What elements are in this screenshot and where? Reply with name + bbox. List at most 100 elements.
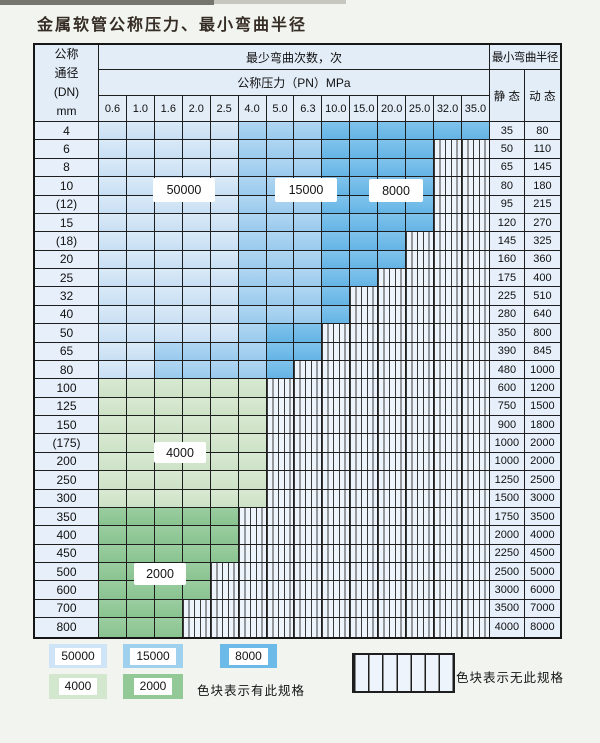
- no-spec-cell: [350, 563, 379, 582]
- scan-artifact-strip-light: [214, 0, 346, 4]
- no-spec-cell: [434, 195, 462, 214]
- no-spec-cell: [350, 287, 379, 306]
- spec-cell-g2: [154, 599, 183, 619]
- spec-cell-g1: [126, 379, 155, 398]
- dn-cell: (175): [35, 434, 99, 453]
- spec-cell-g1: [182, 397, 211, 416]
- no-spec-cell: [294, 544, 323, 563]
- no-spec-cell: [461, 416, 490, 435]
- spec-cell-b1: [154, 250, 183, 269]
- spec-cell-g2: [182, 507, 211, 527]
- spec-cell-b2: [266, 232, 295, 251]
- spec-cell-g1: [238, 471, 267, 490]
- dn-cell: (12): [35, 195, 99, 214]
- legend-label-8000: 8000: [229, 647, 268, 665]
- no-spec-cell: [378, 305, 407, 325]
- no-spec-cell: [378, 599, 407, 619]
- spec-cell-b1: [126, 158, 155, 178]
- spec-cell-b2: [294, 250, 323, 269]
- no-spec-cell: [182, 618, 211, 637]
- dynamic-radius-cell: 845: [524, 342, 560, 361]
- dn-cell: 4: [35, 122, 99, 141]
- spec-cell-g2: [126, 618, 155, 637]
- no-spec-cell: [378, 507, 407, 527]
- spec-cell-g2: [126, 599, 155, 619]
- no-spec-cell: [350, 360, 379, 380]
- no-spec-cell: [322, 397, 351, 416]
- no-spec-cell: [350, 618, 379, 637]
- no-spec-cell: [434, 213, 462, 233]
- spec-cell-b1: [126, 122, 155, 141]
- no-spec-cell: [210, 618, 239, 637]
- spec-cell-b2: [238, 122, 267, 141]
- dynamic-radius-cell: 4000: [524, 526, 560, 545]
- spec-cell-b3: [266, 324, 295, 343]
- legend-swatch-50000: 50000: [49, 644, 107, 668]
- no-spec-cell: [406, 544, 435, 563]
- spec-cell-b3: [378, 232, 407, 251]
- spec-cell-g1: [154, 471, 183, 490]
- spec-cell-b1: [182, 269, 211, 288]
- legend-has-spec-text: 色块表示有此规格: [197, 684, 306, 698]
- spec-cell-g1: [210, 452, 239, 472]
- no-spec-cell: [294, 397, 323, 416]
- dn-cell: 50: [35, 324, 99, 343]
- dynamic-radius-cell: 400: [524, 269, 560, 288]
- no-spec-cell: [238, 599, 267, 619]
- no-spec-cell: [461, 581, 490, 600]
- no-spec-cell: [406, 471, 435, 490]
- spec-cell-b1: [154, 140, 183, 159]
- spec-cell-g1: [238, 397, 267, 416]
- static-radius-cell: 3000: [489, 581, 525, 600]
- spec-cell-b1: [126, 324, 155, 343]
- no-spec-cell: [266, 471, 295, 490]
- no-spec-cell: [461, 269, 490, 288]
- static-radius-cell: 225: [489, 287, 525, 306]
- dn-cell: 40: [35, 305, 99, 325]
- dynamic-radius-cell: 6000: [524, 581, 560, 600]
- header-dn-line: mm: [56, 104, 77, 118]
- dynamic-radius-cell: 2500: [524, 471, 560, 490]
- no-spec-cell: [182, 599, 211, 619]
- dn-cell: 300: [35, 489, 99, 508]
- dn-cell: 65: [35, 342, 99, 361]
- header-dn-line: 公称: [54, 47, 79, 61]
- pressure-tick: 1.0: [126, 96, 155, 122]
- spec-cell-b2: [266, 158, 295, 178]
- spec-cell-b3: [350, 140, 379, 159]
- spec-cell-b1: [182, 324, 211, 343]
- header-dn-line: (DN): [53, 85, 80, 99]
- dn-cell: 500: [35, 563, 99, 582]
- legend-swatch-15000: 15000: [123, 644, 183, 668]
- static-radius-cell: 95: [489, 195, 525, 214]
- spec-cell-g2: [126, 526, 155, 545]
- spec-cell-b1: [154, 213, 183, 233]
- pressure-tick: 10.0: [322, 96, 351, 122]
- page-title: 金属软管公称压力、最小弯曲半径: [37, 15, 308, 34]
- static-radius-cell: 750: [489, 397, 525, 416]
- spec-cell-g1: [238, 489, 267, 508]
- spec-cell-b1: [210, 232, 239, 251]
- no-spec-cell: [350, 452, 379, 472]
- static-radius-cell: 1000: [489, 434, 525, 453]
- spec-cell-b1: [182, 250, 211, 269]
- no-spec-cell: [350, 471, 379, 490]
- no-spec-cell: [461, 213, 490, 233]
- dn-cell: 125: [35, 397, 99, 416]
- header-dn-line: 通径: [54, 66, 79, 80]
- spec-cell-g2: [99, 618, 127, 637]
- spec-cell-b2: [154, 342, 183, 361]
- pressure-tick: 25.0: [406, 96, 435, 122]
- spec-cell-b3: [378, 213, 407, 233]
- spec-cell-b1: [210, 158, 239, 178]
- spec-cell-b2: [238, 360, 267, 380]
- no-spec-cell: [406, 507, 435, 527]
- spec-cell-g1: [126, 452, 155, 472]
- spec-cell-g1: [210, 471, 239, 490]
- dn-cell: 10: [35, 177, 99, 196]
- no-spec-cell: [406, 526, 435, 545]
- no-spec-cell: [294, 489, 323, 508]
- no-spec-cell: [378, 434, 407, 453]
- bend-count-label: 8000: [369, 179, 423, 202]
- dn-cell: 350: [35, 507, 99, 527]
